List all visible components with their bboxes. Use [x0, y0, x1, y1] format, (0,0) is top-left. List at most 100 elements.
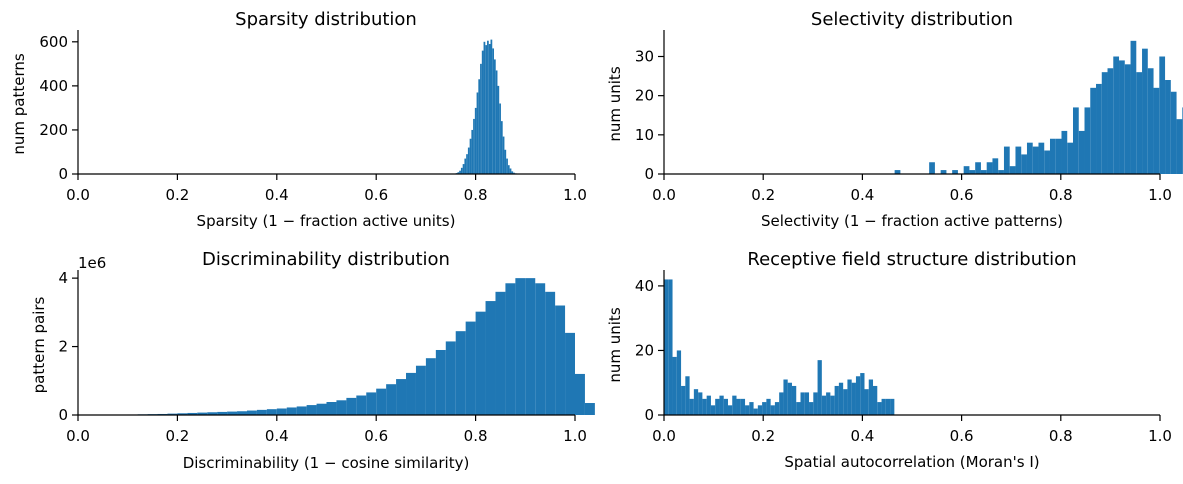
histogram-bar	[710, 405, 716, 415]
receptive-field-bars	[664, 279, 895, 415]
histogram-bar	[1159, 56, 1166, 174]
histogram-bar	[445, 341, 456, 415]
histogram-bar	[545, 291, 556, 415]
histogram-bar	[969, 170, 976, 174]
histogram-bar	[992, 158, 999, 174]
y-tick-label: 0	[644, 406, 654, 424]
histogram-bar	[1147, 68, 1154, 174]
histogram-bar	[306, 405, 317, 415]
histogram-bar	[757, 405, 763, 415]
selectivity-title: Selectivity distribution	[811, 9, 1013, 30]
histogram-bar	[237, 411, 247, 415]
histogram-bar	[457, 172, 460, 174]
histogram-bar	[207, 412, 218, 415]
x-tick-label: 0.8	[464, 427, 488, 445]
x-tick-label: 0.6	[364, 186, 388, 204]
histogram-bar	[1049, 138, 1056, 174]
histogram-bar	[1061, 130, 1068, 174]
x-tick-label: 0.2	[751, 186, 775, 204]
histogram-bar	[689, 398, 694, 415]
histogram-bar	[1015, 146, 1022, 174]
histogram-bar	[1021, 154, 1027, 174]
histogram-bar	[877, 402, 882, 415]
histogram-bar	[476, 92, 479, 174]
histogram-bar	[676, 350, 682, 415]
histogram-bar	[774, 402, 780, 415]
histogram-bar	[467, 147, 470, 174]
discriminability-y-label: pattern pairs	[30, 296, 48, 393]
histogram-bar	[804, 392, 810, 415]
histogram-bar	[864, 389, 869, 415]
histogram-bar	[668, 279, 673, 415]
histogram-bar	[487, 40, 489, 175]
x-tick-label: 0.8	[464, 186, 488, 204]
receptive-field-x-label: Spatial autocorrelation (Moran's I)	[784, 453, 1039, 471]
x-tick-label: 0.4	[265, 427, 289, 445]
y-tick-label: 0	[644, 165, 654, 183]
histogram-bar	[485, 301, 496, 415]
histogram-bar	[1176, 119, 1183, 174]
y-tick-label: 30	[635, 48, 654, 66]
histogram-bar	[513, 172, 515, 174]
histogram-bar	[1078, 130, 1085, 174]
histogram-bar	[860, 373, 865, 415]
histogram-bar	[475, 311, 486, 415]
histogram-bar	[698, 392, 703, 415]
histogram-bar	[736, 398, 741, 415]
histogram-bar	[963, 166, 970, 174]
histogram-bar	[1165, 80, 1171, 174]
discriminability-axes: 0.0 0.2 0.4 0.6 0.8 1.0 0 2 4	[58, 269, 586, 445]
histogram-bar	[1107, 68, 1114, 174]
histogram-bar	[1032, 146, 1039, 174]
discriminability-title: Discriminability distribution	[202, 249, 450, 270]
histogram-bar	[787, 382, 792, 415]
x-tick-label: 0.0	[66, 427, 90, 445]
histogram-bar	[336, 400, 347, 415]
histogram-bar	[813, 392, 818, 415]
selectivity-y-label: num units	[606, 66, 624, 141]
histogram-bar	[296, 406, 307, 415]
y-tick-label: 20	[635, 87, 654, 105]
histogram-bar	[396, 379, 407, 415]
histogram-bar	[1026, 142, 1033, 174]
histogram-bar	[723, 398, 728, 415]
discriminability-x-label: Discriminability (1 − cosine similarity)	[183, 454, 470, 472]
histogram-bar	[462, 164, 465, 174]
histogram-bar	[1055, 138, 1062, 174]
y-tick-label: 40	[635, 277, 654, 295]
histogram-bar	[464, 158, 467, 174]
selectivity-chart: Selectivity distribution num units Selec…	[606, 9, 1183, 230]
receptive-field-axes: 0.0 0.2 0.4 0.6 0.8 1.0 0 20 40	[635, 270, 1172, 445]
histogram-bar	[847, 379, 852, 415]
histogram-bar	[1136, 72, 1143, 174]
histogram-bar	[555, 305, 566, 415]
histogram-bar	[1067, 142, 1073, 174]
histogram-bar	[727, 405, 733, 415]
histogram-bar	[770, 405, 775, 415]
y-tick-label: 2	[58, 338, 68, 356]
histogram-bar	[266, 409, 277, 415]
histogram-bar	[766, 398, 771, 415]
histogram-bar	[873, 385, 878, 415]
histogram-bar	[1096, 83, 1102, 174]
histogram-bar	[1153, 87, 1160, 174]
histogram-bar	[834, 385, 839, 415]
histogram-bar	[167, 413, 178, 415]
histogram-bar	[817, 360, 822, 415]
histogram-bar	[838, 382, 844, 415]
y-tick-label: 4	[58, 269, 68, 287]
histogram-bar	[406, 372, 416, 415]
x-tick-label: 0.0	[66, 186, 90, 204]
histogram-bar	[885, 398, 891, 415]
histogram-bar	[706, 395, 711, 415]
y-tick-label: 200	[39, 121, 68, 139]
sparsity-title: Sparsity distribution	[235, 9, 417, 30]
histogram-bar	[504, 149, 507, 174]
histogram-bar	[478, 79, 481, 174]
x-tick-label: 0.4	[850, 427, 874, 445]
histogram-bar	[415, 365, 426, 415]
histogram-bar	[177, 413, 188, 415]
histogram-bar	[779, 392, 784, 415]
histogram-bar	[929, 162, 935, 174]
histogram-bar	[855, 376, 861, 415]
